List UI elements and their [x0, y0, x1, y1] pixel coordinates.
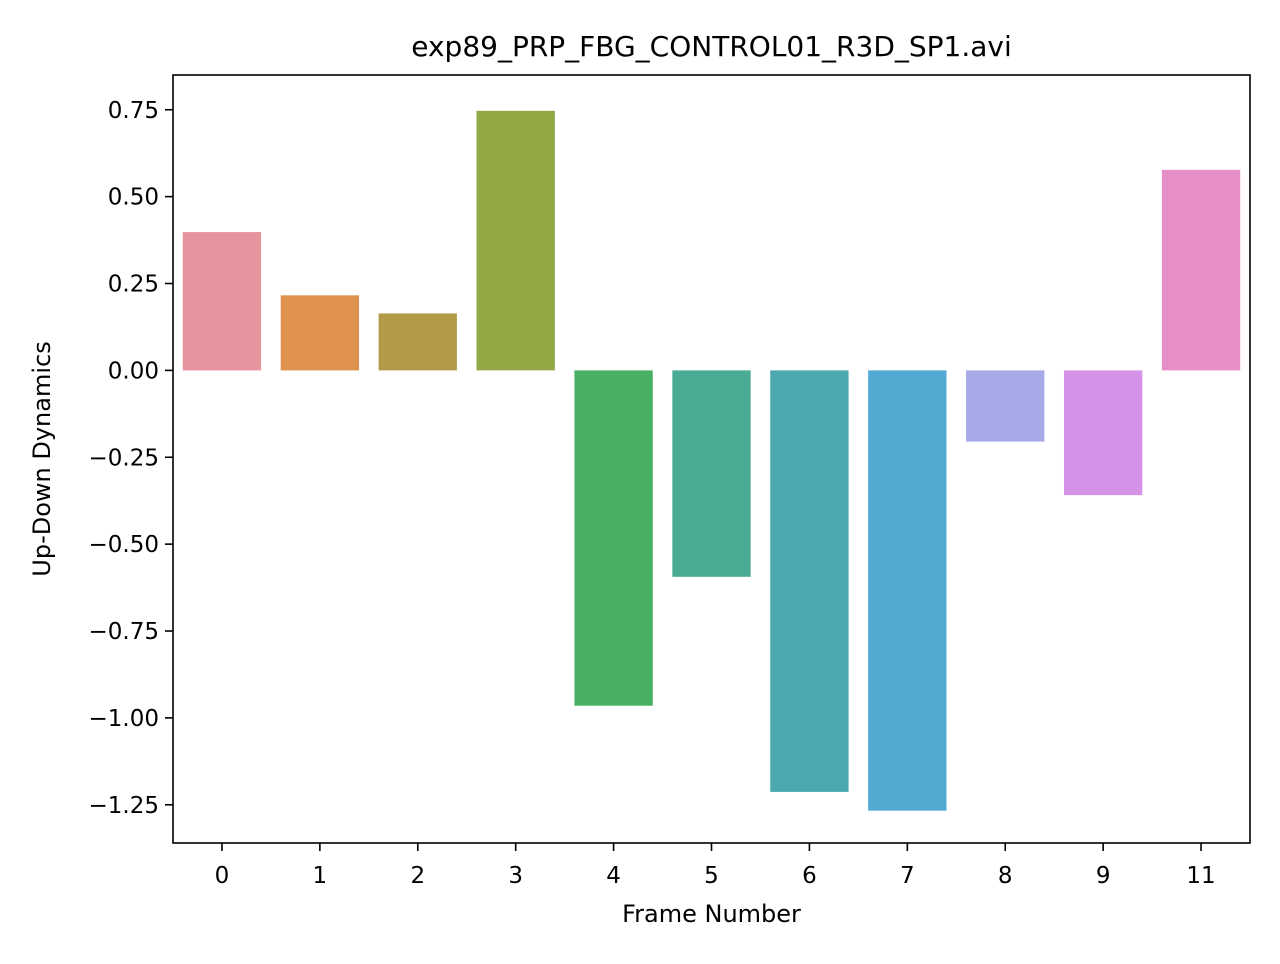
bar-7	[868, 370, 947, 811]
x-tick-label: 5	[704, 863, 719, 889]
y-tick-label: −0.25	[89, 445, 159, 471]
x-tick-label: 1	[313, 863, 328, 889]
bar-0	[182, 232, 262, 371]
bar-6	[770, 370, 849, 792]
y-tick-label: 0.00	[108, 358, 159, 384]
bar-3	[476, 110, 555, 371]
y-tick-label: 0.75	[108, 98, 159, 124]
bars-layer	[182, 110, 1241, 811]
bar-2	[378, 313, 457, 371]
x-tick-label: 7	[900, 863, 915, 889]
y-tick-label: −1.25	[89, 793, 159, 819]
x-tick-label: 9	[1096, 863, 1111, 889]
bar-9	[1063, 370, 1143, 496]
bar-5	[672, 370, 751, 577]
x-tick-label: 8	[998, 863, 1013, 889]
y-tick-label: −0.75	[89, 619, 159, 645]
x-tick-label: 0	[215, 863, 230, 889]
x-tick-label: 2	[410, 863, 425, 889]
x-tick-label: 11	[1186, 863, 1215, 889]
y-tick-label: 0.50	[108, 185, 159, 211]
bar-11	[1161, 169, 1241, 371]
y-tick-label: −1.00	[89, 706, 159, 732]
x-tick-label: 4	[606, 863, 621, 889]
x-axis-ticks: 0 1 2 3 4 5 6 7 8 9 11	[215, 843, 1216, 889]
y-axis-label: Up-Down Dynamics	[28, 341, 56, 576]
x-axis-label: Frame Number	[622, 900, 801, 928]
chart-title: exp89_PRP_FBG_CONTROL01_R3D_SP1.avi	[411, 30, 1012, 63]
y-tick-label: 0.25	[108, 272, 159, 298]
bar-1	[280, 295, 360, 371]
bar-4	[574, 370, 653, 706]
x-tick-label: 6	[802, 863, 817, 889]
y-tick-label: −0.50	[89, 532, 159, 558]
y-axis-ticks: 0.75 0.50 0.25 0.00 −0.25 −0.50 −0.75 −1.00 −1.2…	[89, 98, 173, 819]
bar-8	[966, 370, 1045, 442]
x-tick-label: 3	[508, 863, 523, 889]
